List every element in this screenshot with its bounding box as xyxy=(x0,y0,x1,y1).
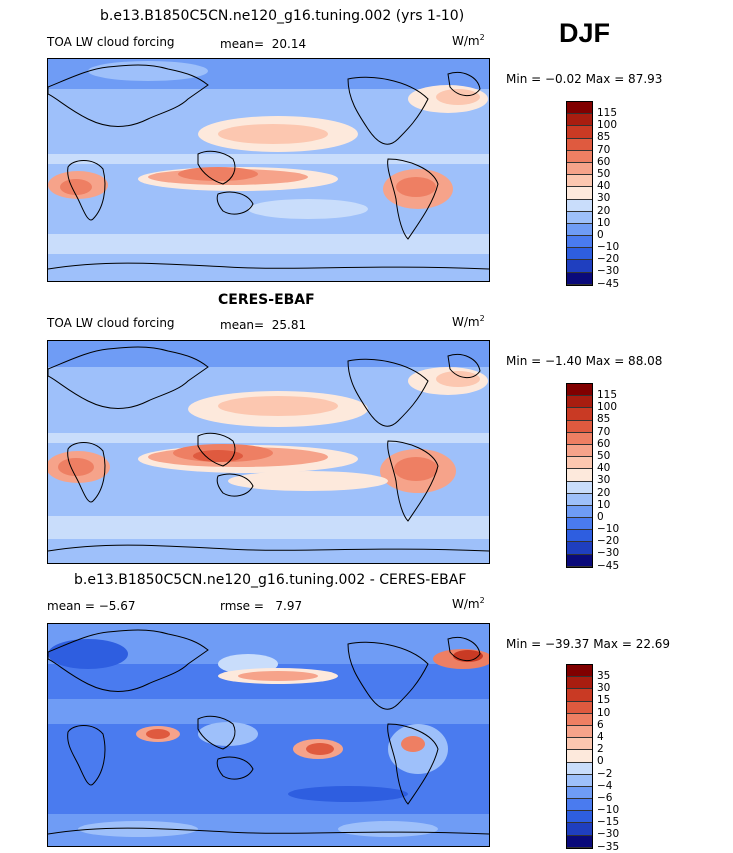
colorbar-tick: 30 xyxy=(597,192,611,205)
panel1-variable-label: TOA LW cloud forcing xyxy=(47,35,175,49)
colorbar-tick: −30 xyxy=(597,265,620,278)
colorbar-tick: −35 xyxy=(597,840,620,853)
colorbar-tick: 20 xyxy=(597,204,611,217)
colorbar-tick: 2 xyxy=(597,743,604,756)
season-label: DJF xyxy=(559,18,611,48)
panel3-rmse-value: 7.97 xyxy=(275,599,303,613)
panel1-units: W/m2 xyxy=(452,33,485,48)
colorbar-tick: 4 xyxy=(597,730,604,743)
colorbar-tick: 50 xyxy=(597,167,611,180)
colorbar-tick: 85 xyxy=(597,413,611,426)
colorbar-tick: 40 xyxy=(597,462,611,475)
colorbar-tick: 115 xyxy=(597,107,618,119)
colorbar-tick: −2 xyxy=(597,767,613,780)
colorbar-tick: 0 xyxy=(597,755,604,768)
colorbar-tick: 85 xyxy=(597,131,611,144)
colorbar-tick: 50 xyxy=(597,449,611,462)
colorbar-tick: 35 xyxy=(597,670,611,682)
panel3-minmax: Min = −39.37 Max = 22.69 xyxy=(506,637,671,651)
colorbar-tick: 0 xyxy=(597,228,604,241)
colorbar-tick: 70 xyxy=(597,425,611,438)
colorbar-tick: 100 xyxy=(597,119,618,132)
colorbar-tick: −30 xyxy=(597,547,620,560)
colorbar-tick: 10 xyxy=(597,498,611,511)
colorbar-tick: 6 xyxy=(597,718,604,731)
colorbar-tick: 15 xyxy=(597,694,611,707)
colorbar-tick: −20 xyxy=(597,253,620,266)
panel3-title: b.e13.B1850C5CN.ne120_g16.tuning.002 - C… xyxy=(74,572,467,588)
panel2-title: CERES-EBAF xyxy=(218,292,315,308)
colorbar-tick: 30 xyxy=(597,474,611,487)
colorbar-tick: −20 xyxy=(597,535,620,548)
colorbar-tick: −30 xyxy=(597,828,620,841)
colorbar-tick: 100 xyxy=(597,401,618,414)
colorbar-tick: −6 xyxy=(597,791,613,804)
panel2-minmax: Min = −1.40 Max = 88.08 xyxy=(506,354,663,368)
panel3-colorbar-ticks: 35 30 15 10 6 4 2 0 −2 −4 −6 −10 −15 −30 −35 xyxy=(597,670,619,853)
colorbar-tick: 20 xyxy=(597,486,611,499)
panel2-variable-label: TOA LW cloud forcing xyxy=(47,316,175,330)
panel2-colorbar-ticks: 115 100 85 70 60 50 40 30 20 10 0 −10 −20 −30 −45 xyxy=(597,389,619,572)
colorbar-tick: 30 xyxy=(597,682,611,695)
panel1-colorbar-ticks: 115 100 85 70 60 50 40 30 20 10 0 −10 −20 −30 −45 xyxy=(597,107,619,290)
colorbar-tick: −45 xyxy=(597,277,620,290)
colorbar-tick: 115 xyxy=(597,389,618,401)
panel3-mean-label: mean = −5.67 xyxy=(47,599,136,613)
colorbar-tick: −10 xyxy=(597,523,620,536)
panel1-map xyxy=(47,58,490,282)
colorbar-tick: −15 xyxy=(597,816,620,829)
colorbar-tick: −45 xyxy=(597,559,620,572)
colorbar-tick: −10 xyxy=(597,241,620,254)
panel2-map-field xyxy=(48,341,489,563)
panel2-mean-value: 25.81 xyxy=(271,318,307,332)
panel1-colorbar xyxy=(566,101,593,286)
colorbar-tick: −10 xyxy=(597,804,620,817)
panel3-colorbar xyxy=(566,664,593,849)
colorbar-tick: 60 xyxy=(597,437,611,450)
panel2-mean-label: mean= 25.81 xyxy=(220,318,307,332)
panel3-rmse-label: rmse = 7.97 xyxy=(220,599,303,613)
panel2-colorbar xyxy=(566,383,593,568)
panel2-units: W/m2 xyxy=(452,314,485,329)
panel1-title: b.e13.B1850C5CN.ne120_g16.tuning.002 (yr… xyxy=(100,8,465,24)
colorbar-tick: 10 xyxy=(597,706,611,719)
panel1-map-field xyxy=(48,59,489,281)
panel3-map-field xyxy=(48,624,489,846)
panel3-units: W/m2 xyxy=(452,596,485,611)
colorbar-tick: −4 xyxy=(597,779,613,792)
panel1-minmax: Min = −0.02 Max = 87.93 xyxy=(506,72,663,86)
colorbar-tick: 0 xyxy=(597,510,604,523)
panel2-map xyxy=(47,340,490,564)
panel1-mean-label: mean= 20.14 xyxy=(220,37,307,51)
colorbar-tick: 10 xyxy=(597,216,611,229)
colorbar-tick: 40 xyxy=(597,180,611,193)
panel1-mean-value: 20.14 xyxy=(271,37,307,51)
colorbar-tick: 60 xyxy=(597,155,611,168)
panel3-map xyxy=(47,623,490,847)
colorbar-tick: 70 xyxy=(597,143,611,156)
